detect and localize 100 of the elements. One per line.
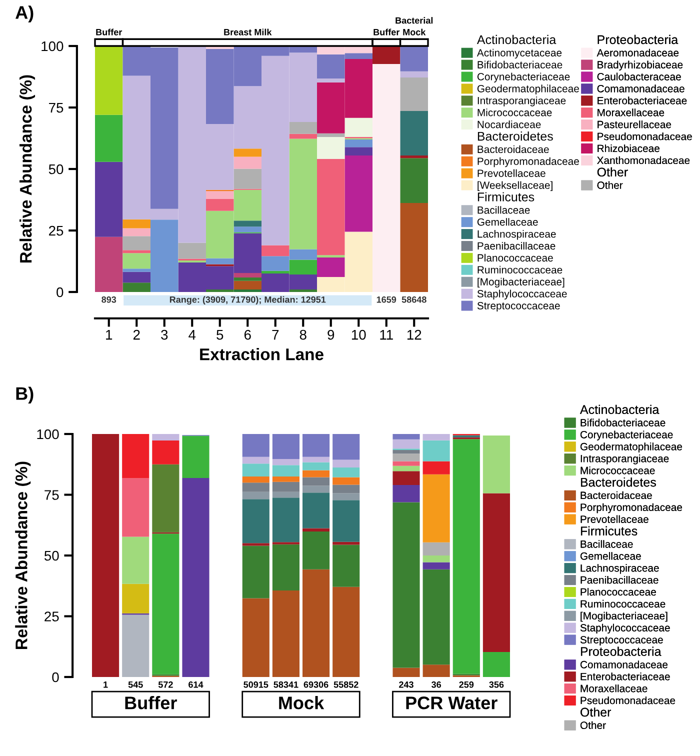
legend-label: Prevotellaceae bbox=[580, 515, 648, 523]
bar bbox=[302, 492, 330, 528]
y-tick-label: 50 bbox=[48, 164, 64, 174]
legend-label: Pseudomonadaceae bbox=[580, 696, 676, 704]
legend-label: [Mogibacteriaceae] bbox=[580, 612, 668, 622]
bar bbox=[242, 598, 270, 677]
bar bbox=[422, 664, 450, 677]
bar bbox=[234, 156, 262, 169]
bar bbox=[422, 569, 450, 665]
y-tick-label: 100 bbox=[42, 41, 64, 52]
text: Range: (3909, 71790); Median: 12951 bbox=[170, 296, 326, 305]
bar bbox=[482, 435, 510, 494]
text: Buffer bbox=[96, 28, 122, 36]
x-tick-label: 58341 bbox=[274, 681, 298, 688]
bar bbox=[332, 500, 360, 542]
y-axis-title: Relative Abundance (%) bbox=[19, 75, 36, 262]
bar bbox=[344, 118, 372, 138]
bar bbox=[122, 536, 150, 584]
x-tick-label: 9 bbox=[328, 330, 334, 340]
bar bbox=[272, 544, 300, 590]
bar bbox=[95, 236, 123, 292]
text: Actinobacteria bbox=[580, 404, 660, 414]
bar bbox=[272, 476, 300, 482]
bar bbox=[400, 155, 428, 158]
x-tick-label: 5 bbox=[216, 330, 224, 340]
legend-label: Bacillaceae bbox=[478, 206, 530, 214]
bar bbox=[332, 586, 360, 677]
bar bbox=[152, 464, 180, 532]
legend-label: Ruminococcaceae bbox=[580, 600, 666, 608]
y-tick-label: 0 bbox=[56, 287, 64, 298]
bar bbox=[400, 77, 428, 111]
x-tick-label: 6 bbox=[244, 330, 251, 340]
bar bbox=[242, 464, 270, 477]
y-tick-label: 25 bbox=[49, 226, 64, 236]
bar bbox=[302, 477, 330, 486]
bar bbox=[317, 137, 345, 159]
text: Other bbox=[580, 707, 612, 717]
legend-label: Lachnospiraceae bbox=[580, 564, 659, 574]
bar bbox=[206, 258, 234, 264]
legend-label: Comamonadaceae bbox=[580, 660, 668, 668]
x-tick-label: 11 bbox=[380, 330, 393, 340]
x-tick-label: 12 bbox=[407, 330, 422, 340]
bar bbox=[332, 493, 360, 500]
bar bbox=[234, 277, 262, 281]
legend-label: Ruminococcaceae bbox=[478, 266, 562, 274]
bar bbox=[302, 569, 330, 677]
bar bbox=[400, 110, 428, 156]
y-tick-label: 75 bbox=[49, 102, 64, 113]
bar bbox=[400, 202, 428, 292]
bar bbox=[95, 114, 123, 162]
bar bbox=[242, 456, 270, 464]
legend-label: Streptococcaceae bbox=[580, 636, 663, 646]
bar bbox=[95, 46, 123, 115]
bar bbox=[234, 280, 262, 290]
bar bbox=[206, 199, 234, 211]
bar bbox=[122, 253, 150, 269]
legend-label: Bacillaceae bbox=[580, 540, 633, 548]
bar bbox=[332, 468, 360, 478]
bar bbox=[422, 461, 450, 474]
x-tick-label: 69306 bbox=[304, 681, 328, 688]
legend-label: Corynebacteriaceae bbox=[580, 430, 673, 440]
x-tick-label: 259 bbox=[459, 681, 474, 688]
legend-label: Pasteurellaceae bbox=[598, 120, 672, 128]
bar bbox=[178, 242, 206, 259]
bar bbox=[289, 134, 317, 139]
legend-label: Geodermatophilaceae bbox=[477, 84, 579, 94]
legend-label: Bifidobacteriaceae bbox=[580, 418, 666, 426]
legend-label: Porphyromonadaceae bbox=[580, 503, 682, 514]
bar bbox=[242, 546, 270, 598]
legend-label: Micrococcaceae bbox=[580, 466, 655, 474]
legend-label: Pseudomonadaceae bbox=[598, 132, 692, 140]
text: Proteobacteria bbox=[598, 34, 678, 44]
bar bbox=[242, 492, 270, 500]
legend-label: Bradyrhizobiaceae bbox=[598, 60, 683, 70]
bar bbox=[332, 434, 360, 460]
bar bbox=[234, 148, 262, 157]
x-tick-label: 1 bbox=[106, 330, 112, 340]
text: 58648 bbox=[402, 296, 426, 303]
bar bbox=[317, 158, 345, 256]
legend-label: Aeromonadaceae bbox=[596, 48, 679, 56]
bar bbox=[302, 531, 330, 570]
y-tick-label: 100 bbox=[37, 429, 59, 440]
y-tick-label: 25 bbox=[44, 612, 59, 622]
text: Buffer bbox=[125, 696, 177, 710]
text: Proteobacteria bbox=[580, 646, 662, 656]
legend-label: Nocardiaceae bbox=[478, 120, 541, 128]
bar bbox=[122, 584, 150, 614]
bar bbox=[242, 543, 270, 546]
bar bbox=[332, 460, 360, 468]
bar bbox=[302, 462, 330, 470]
legend-label: Gemellaceae bbox=[580, 552, 641, 560]
legend-label: Other bbox=[580, 721, 606, 730]
bar bbox=[234, 168, 262, 189]
legend-label: Porphyromonadaceae bbox=[478, 157, 579, 168]
x-axis-title: Extraction Lane bbox=[200, 348, 324, 360]
y-tick-label: 50 bbox=[44, 550, 59, 561]
bar bbox=[392, 466, 420, 472]
bar bbox=[317, 255, 345, 258]
x-tick-label: 2 bbox=[133, 330, 140, 340]
text: PCR Water bbox=[406, 696, 498, 710]
